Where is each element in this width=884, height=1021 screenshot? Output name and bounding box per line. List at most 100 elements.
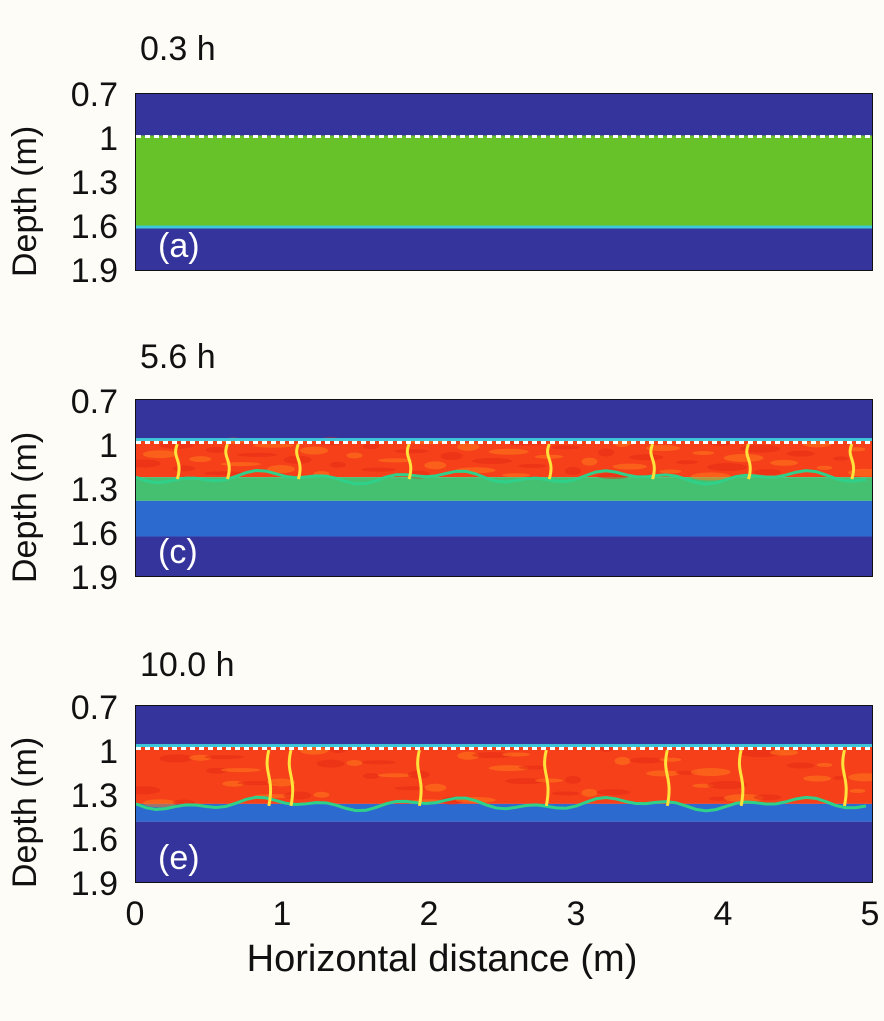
texture-blob <box>659 469 682 474</box>
panel-c-ytick: 1.6 <box>70 515 118 553</box>
plume <box>265 749 273 807</box>
texture-blob <box>205 767 228 774</box>
texture-blob <box>645 445 680 452</box>
texture-blob <box>502 752 531 757</box>
layer-band <box>136 500 872 537</box>
x-axis-label: Horizontal distance (m) <box>246 938 638 980</box>
panel-c-ytick: 0.7 <box>70 383 118 421</box>
texture-blob <box>581 788 598 797</box>
interface-line <box>136 468 867 486</box>
texture-blob <box>222 780 245 787</box>
texture-blob <box>629 454 664 461</box>
texture-blob <box>551 445 580 450</box>
interface-line <box>136 795 867 813</box>
texture-blob <box>220 768 261 773</box>
texture-blob <box>612 463 647 470</box>
texture-blob <box>692 451 715 455</box>
panel-c-label: (c) <box>158 533 198 571</box>
plume <box>737 749 745 807</box>
plume <box>405 443 413 480</box>
texture-blob <box>204 471 245 476</box>
layer-band <box>136 135 872 228</box>
panel-e-label: (e) <box>158 839 200 877</box>
plume <box>848 443 856 480</box>
layer-band <box>136 94 872 136</box>
plume <box>649 443 656 480</box>
texture-blob <box>786 762 815 769</box>
bottom-edge <box>136 225 872 229</box>
texture-blob <box>346 452 363 459</box>
top-edge <box>136 438 872 442</box>
texture-blob <box>283 791 312 800</box>
texture-blob <box>330 461 346 468</box>
texture-blob <box>770 459 799 466</box>
texture-blob <box>361 467 396 472</box>
panel-c-plot: (c) <box>135 399 873 577</box>
texture-blob <box>770 749 799 756</box>
panel-e-ytick: 1.6 <box>70 821 118 859</box>
texture-blob <box>598 448 614 457</box>
texture-blob <box>220 462 261 467</box>
plume <box>543 749 550 807</box>
plume <box>287 749 295 807</box>
panel-e-heatmap <box>136 706 872 882</box>
texture-blob <box>614 757 631 765</box>
texture-blob <box>424 461 447 470</box>
x-tick: 5 <box>860 895 880 933</box>
panel-a-heatmap <box>136 94 872 270</box>
texture-blob <box>316 759 345 768</box>
texture-blob <box>849 447 866 452</box>
panel-c-time: 5.6 h <box>140 338 216 376</box>
texture-blob <box>707 781 748 790</box>
texture-blob <box>849 788 866 793</box>
texture-blob <box>690 472 731 481</box>
plume <box>546 443 553 480</box>
panel-a-ytick: 1.6 <box>70 208 118 246</box>
panel-a-time: 0.3 h <box>140 30 216 68</box>
texture-blob <box>816 465 833 470</box>
texture-blob <box>596 789 631 796</box>
texture-blob <box>142 450 177 459</box>
texture-blob <box>740 749 781 758</box>
panel-c-ytick: 1.3 <box>70 471 118 509</box>
texture-blob <box>675 460 698 465</box>
x-tick: 1 <box>272 895 292 933</box>
panel-c-ytick: 1.9 <box>70 559 118 597</box>
panel-c-heatmap <box>136 400 872 576</box>
texture-blob <box>659 757 682 762</box>
texture-blob <box>267 465 296 474</box>
x-tick: 4 <box>713 895 733 933</box>
texture-blob <box>300 446 329 455</box>
texture-blob <box>472 458 513 465</box>
texture-blob <box>833 456 849 461</box>
texture-blob <box>565 775 581 784</box>
texture-blob <box>300 746 329 755</box>
panel-e-plot: (e) <box>135 705 873 883</box>
texture-blob <box>159 754 194 763</box>
texture-blob <box>535 778 564 783</box>
texture-blob <box>136 786 161 795</box>
texture-blob <box>581 457 598 466</box>
texture-blob <box>707 463 748 472</box>
top-edge <box>136 744 872 748</box>
texture-blob <box>172 465 195 472</box>
texture-blob <box>440 452 463 461</box>
texture-blob <box>786 450 815 457</box>
texture-blob <box>237 452 278 457</box>
texture-blob <box>518 765 547 770</box>
texture-blob <box>753 794 782 801</box>
texture-blob <box>346 759 363 766</box>
panel-a-ytick: 1.3 <box>70 164 118 202</box>
plume <box>841 749 848 807</box>
texture-blob <box>377 458 412 463</box>
texture-blob <box>505 778 546 785</box>
texture-blob <box>204 755 245 760</box>
texture-blob <box>690 768 731 777</box>
layer-band <box>136 227 872 270</box>
texture-blob <box>847 773 872 782</box>
panel-a-label: (a) <box>158 227 200 265</box>
panel-e-time: 10.0 h <box>140 646 235 684</box>
texture-blob <box>313 791 330 798</box>
texture-blob <box>363 443 379 450</box>
